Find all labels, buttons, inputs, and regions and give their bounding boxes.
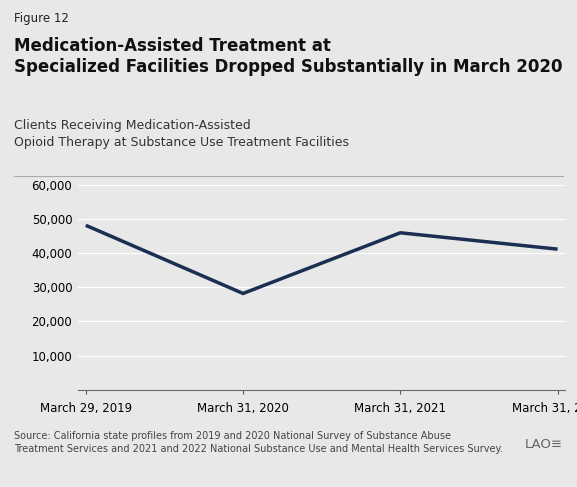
Text: LAO≡: LAO≡ xyxy=(524,438,563,451)
Text: Figure 12: Figure 12 xyxy=(14,12,69,25)
Text: Medication-Assisted Treatment at
Specialized Facilities Dropped Substantially in: Medication-Assisted Treatment at Special… xyxy=(14,37,563,76)
Text: Clients Receiving Medication-Assisted
Opioid Therapy at Substance Use Treatment : Clients Receiving Medication-Assisted Op… xyxy=(14,119,350,149)
Text: Source: California state profiles from 2019 and 2020 National Survey of Substanc: Source: California state profiles from 2… xyxy=(14,431,503,454)
